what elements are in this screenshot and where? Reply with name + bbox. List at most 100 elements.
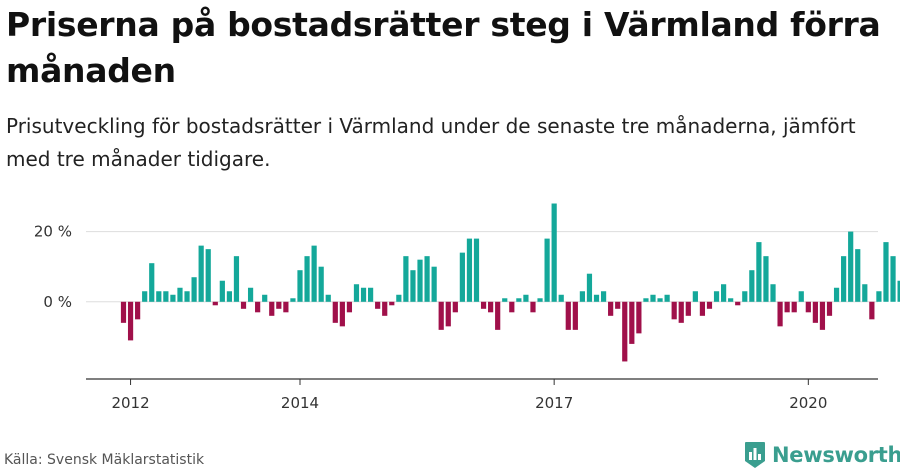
bar	[396, 294, 402, 302]
bar	[558, 294, 564, 302]
bar	[360, 287, 367, 302]
bar	[728, 298, 734, 302]
bar	[862, 284, 868, 302]
bar	[459, 252, 465, 302]
bar	[156, 291, 162, 302]
bar	[445, 301, 451, 327]
bar	[276, 301, 282, 309]
bar	[798, 291, 804, 302]
bar	[812, 301, 818, 323]
bar	[784, 301, 790, 313]
bar	[311, 245, 317, 302]
bar	[572, 301, 578, 330]
bar	[495, 301, 501, 330]
chart-subtitle: Prisutveckling för bostadsrätter i Värml…	[6, 114, 856, 171]
bar	[551, 203, 557, 302]
x-tick-label: 2020	[789, 394, 827, 412]
bar	[163, 291, 169, 302]
bar	[452, 301, 458, 313]
bar	[502, 298, 508, 302]
bar	[191, 277, 197, 302]
x-tick-label: 2017	[535, 394, 573, 412]
bar	[149, 263, 155, 302]
bar	[671, 301, 677, 320]
bar	[791, 301, 797, 313]
y-tick-label: 0 %	[43, 293, 72, 311]
bar	[629, 301, 635, 344]
bar	[749, 270, 755, 302]
bar	[735, 301, 741, 306]
bar	[120, 301, 127, 323]
x-tick-label: 2014	[281, 394, 319, 412]
bar	[368, 287, 374, 302]
bar	[262, 294, 268, 302]
bar	[615, 301, 621, 309]
bar	[586, 273, 593, 302]
bar	[565, 301, 571, 330]
bar	[177, 287, 183, 302]
bar	[721, 284, 727, 302]
bar	[699, 301, 706, 316]
bar	[304, 256, 310, 302]
bar	[756, 242, 762, 302]
bar	[269, 301, 275, 316]
bar	[424, 256, 430, 302]
bar	[622, 301, 628, 362]
bar	[770, 284, 776, 302]
bar	[142, 291, 148, 302]
bar	[353, 284, 360, 302]
bar	[883, 242, 889, 302]
bar	[650, 294, 656, 302]
bar	[410, 270, 416, 302]
bar	[198, 245, 204, 302]
bars	[120, 203, 900, 362]
newsworthy-logo-icon	[745, 442, 765, 468]
bar	[339, 301, 345, 327]
bar	[657, 298, 663, 302]
x-axis: 20122014201720202022	[86, 378, 878, 412]
bar	[170, 294, 176, 302]
bar	[135, 301, 141, 320]
bar	[855, 249, 861, 302]
bar	[332, 301, 338, 323]
bar	[742, 291, 748, 302]
bar	[600, 291, 607, 302]
bar	[240, 301, 247, 309]
bar	[805, 301, 811, 313]
bar	[579, 291, 585, 302]
bar	[706, 301, 713, 309]
bar	[466, 238, 473, 302]
bar	[869, 301, 875, 320]
bar	[509, 301, 515, 313]
bar	[375, 301, 381, 309]
bar	[255, 301, 261, 313]
bar	[403, 256, 409, 302]
y-axis-labels: 20 % 0 %	[34, 223, 72, 311]
bar	[226, 291, 232, 302]
bar	[713, 291, 720, 302]
bar	[544, 238, 550, 302]
bar	[127, 301, 134, 341]
bar	[664, 294, 670, 302]
bar	[516, 298, 522, 302]
bar	[692, 291, 698, 302]
y-tick-label: 20 %	[34, 223, 72, 241]
bar	[890, 256, 896, 302]
newsworthy-logo[interactable]: Newsworthy	[744, 440, 900, 470]
bar	[841, 256, 847, 302]
x-tick-label: 2012	[111, 394, 149, 412]
bar	[205, 249, 211, 302]
bar	[290, 298, 296, 302]
bar	[346, 301, 353, 313]
chart-title: Priserna på bostadsrätter steg i Värmlan…	[6, 5, 881, 90]
bar	[777, 301, 783, 327]
bar	[833, 287, 840, 302]
bar	[537, 298, 543, 302]
bar	[643, 298, 649, 302]
brand-name: Newsworthy	[772, 443, 900, 467]
bar	[438, 301, 444, 330]
bar	[678, 301, 684, 323]
bar	[480, 301, 487, 309]
bar	[593, 294, 600, 302]
